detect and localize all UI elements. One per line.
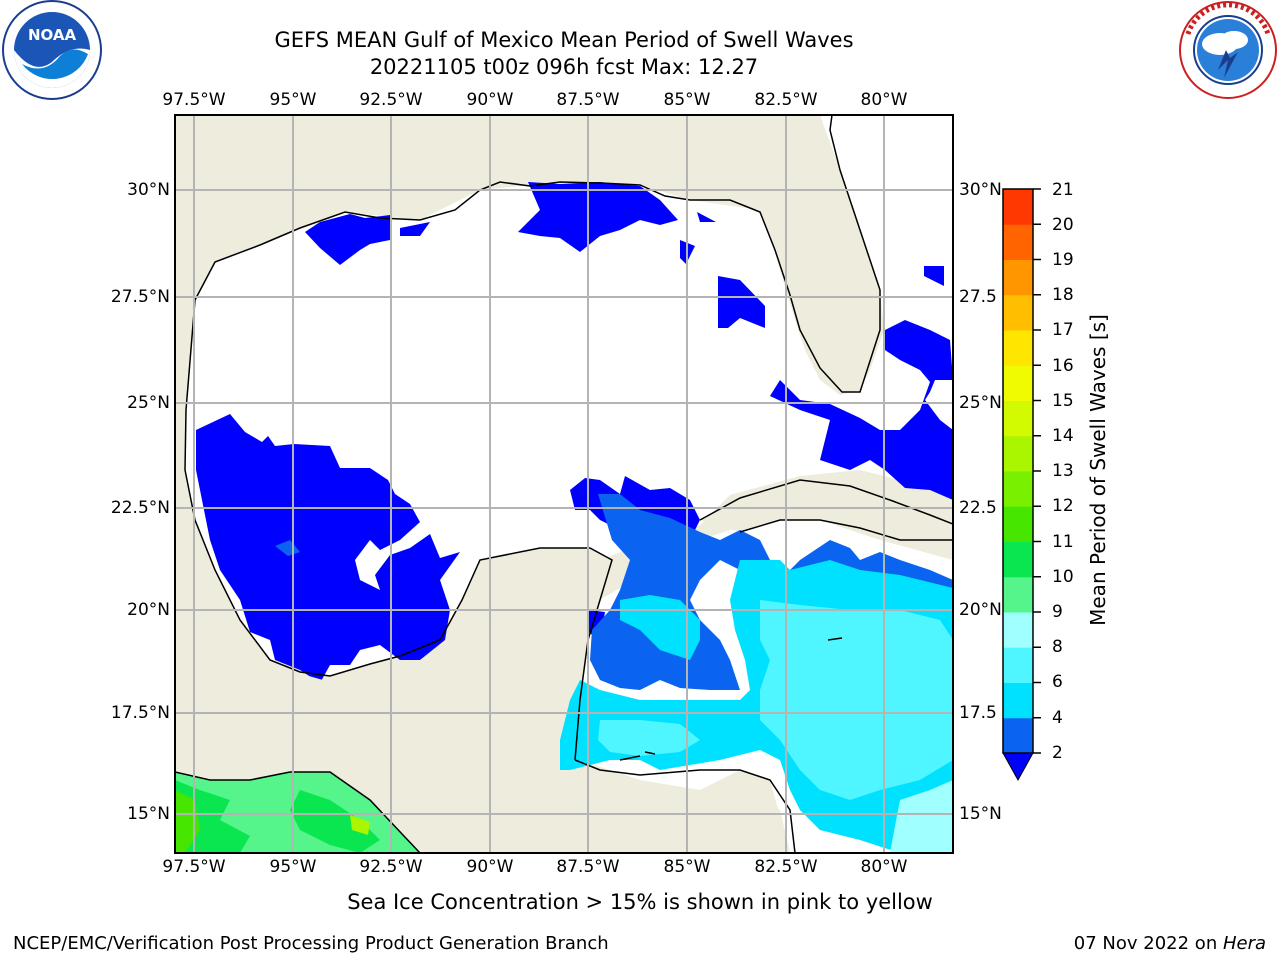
lon-label-bottom: 97.5°W: [162, 857, 226, 877]
lon-label-bottom: 85°W: [663, 857, 711, 877]
lat-label-left: 22.5°N: [110, 498, 170, 518]
colorbar-tick-label: 12: [1052, 496, 1074, 516]
nws-logo: [1176, 0, 1280, 100]
lon-label-bottom: 80°W: [860, 857, 908, 877]
footer-date: 07 Nov 2022 on Hera: [1074, 933, 1266, 954]
colorbar-tick-label: 19: [1052, 250, 1074, 270]
colorbar-band: [1003, 576, 1033, 613]
colorbar-tick-label: 14: [1052, 426, 1074, 446]
lon-label-top: 85°W: [663, 90, 711, 110]
colorbar-extend-triangle: [1002, 752, 1034, 782]
colorbar-tick-label: 8: [1052, 637, 1063, 657]
colorbar-band: [1003, 612, 1033, 648]
colorbar-band: [1003, 506, 1033, 542]
lat-label-right: 15°N: [959, 804, 1002, 824]
swell-period-6-8: [598, 600, 953, 800]
lat-label-left: 25°N: [127, 393, 170, 413]
florida-land: [760, 170, 884, 395]
lon-label-top: 95°W: [269, 90, 317, 110]
colorbar-tick-label: 10: [1052, 567, 1074, 587]
colorbar-tick-label: 20: [1052, 215, 1074, 235]
noaa-logo: NOAA: [0, 0, 106, 104]
lon-label-top: 80°W: [860, 90, 908, 110]
noaa-logo-text: NOAA: [28, 26, 77, 44]
lat-label-right: 20°N: [959, 600, 1002, 620]
lat-label-right: 30°N: [959, 180, 1002, 200]
colorbar-band: [1003, 330, 1033, 366]
lon-label-top: 82.5°W: [754, 90, 818, 110]
colorbar-tick-label: 17: [1052, 320, 1074, 340]
lon-label-bottom: 92.5°W: [359, 857, 423, 877]
lat-label-right: 22.5: [959, 498, 997, 518]
lon-label-top: 92.5°W: [359, 90, 423, 110]
lon-label-bottom: 90°W: [466, 857, 514, 877]
swell-period-8-9: [890, 780, 953, 853]
colorbar-bands: [1003, 189, 1033, 754]
graticule: [175, 115, 953, 853]
chart-title: GEFS MEAN Gulf of Mexico Mean Period of …: [274, 28, 854, 52]
colorbar-label: Mean Period of Swell Waves [s]: [1086, 314, 1110, 626]
lon-label-top: 97.5°W: [162, 90, 226, 110]
footer-credit: NCEP/EMC/Verification Post Processing Pr…: [13, 933, 609, 954]
colorbar-tick-label: 2: [1052, 743, 1063, 763]
colorbar: [1002, 188, 1041, 782]
atlantic-water: [820, 115, 953, 320]
lat-label-left: 27.5°N: [110, 287, 170, 307]
lat-label-left: 17.5°N: [110, 703, 170, 723]
footer-date-text: 07 Nov 2022 on: [1073, 933, 1223, 954]
lon-label-bottom: 82.5°W: [754, 857, 818, 877]
central-america-land: [175, 640, 790, 853]
colorbar-tick-label: 9: [1052, 602, 1063, 622]
colorbar-tick-label: 15: [1052, 391, 1074, 411]
colorbar-band: [1003, 647, 1033, 683]
lon-label-bottom: 95°W: [269, 857, 317, 877]
lat-label-right: 17.5: [959, 703, 997, 723]
colorbar-band: [1003, 294, 1033, 331]
colorbar-band: [1003, 224, 1033, 260]
colorbar-tick-label: 13: [1052, 461, 1074, 481]
map-frame: [174, 114, 954, 854]
colorbar-tick-label: 18: [1052, 285, 1074, 305]
colorbar-band: [1003, 400, 1033, 437]
map-caption: Sea Ice Concentration > 15% is shown in …: [347, 890, 933, 914]
lon-label-bottom: 87.5°W: [556, 857, 620, 877]
lon-label-top: 90°W: [466, 90, 514, 110]
colorbar-tick-label: 21: [1052, 180, 1074, 200]
lon-label-top: 87.5°W: [556, 90, 620, 110]
colorbar-band: [1003, 682, 1033, 719]
colorbar-tick-label: 16: [1052, 356, 1074, 376]
lat-label-right: 27.5: [959, 287, 997, 307]
lat-label-left: 20°N: [127, 600, 170, 620]
colorbar-tick-label: 4: [1052, 708, 1063, 728]
lat-label-right: 25°N: [959, 393, 1002, 413]
colorbar-tick-label: 6: [1052, 672, 1063, 692]
swell-blue-gulf-west: [196, 414, 460, 683]
colorbar-tick-label: 11: [1052, 532, 1074, 552]
lat-label-left: 15°N: [127, 804, 170, 824]
colorbar-band: [1003, 189, 1033, 225]
colorbar-band: [1003, 541, 1033, 578]
colorbar-band: [1003, 259, 1033, 296]
lat-label-left: 30°N: [127, 180, 170, 200]
swell-blue-gulf-north: [305, 182, 944, 328]
colorbar-band: [1003, 435, 1033, 472]
colorbar-band: [1003, 471, 1033, 507]
chart-subtitle: 20221105 t00z 096h fcst Max: 12.27: [369, 55, 759, 79]
colorbar-tick-labels: 21 20 19 18 17 16 15 14 13 12 11 10 9 8 …: [1052, 180, 1092, 780]
colorbar-band: [1003, 365, 1033, 401]
footer-host: Hera: [1222, 933, 1266, 954]
colorbar-band: [1003, 717, 1033, 754]
